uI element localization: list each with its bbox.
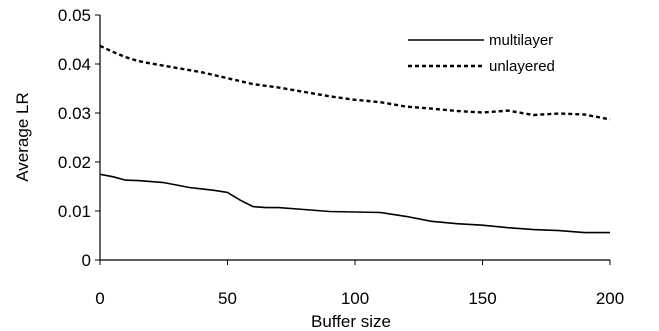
series-lines (99, 44, 611, 234)
x-tick-label: 200 (596, 289, 624, 308)
x-tick-label: 100 (341, 289, 369, 308)
axes (95, 14, 611, 265)
y-tick-label: 0.05 (58, 6, 91, 25)
y-tick-labels: 0 0.01 0.02 0.03 0.04 0.05 (58, 6, 91, 270)
legend-label-unlayered: unlayered (489, 58, 555, 75)
y-tick-label: 0.03 (58, 104, 91, 123)
legend-label-multilayer: multilayer (489, 32, 553, 49)
y-tick-label: 0.01 (58, 202, 91, 221)
y-tick-label: 0.02 (58, 153, 91, 172)
y-tick-label: 0 (82, 251, 91, 270)
x-tick-label: 50 (218, 289, 237, 308)
y-tick-label: 0.04 (58, 55, 91, 74)
series-line-multilayer (99, 173, 610, 234)
legend: multilayer unlayered (408, 32, 555, 75)
x-tick-label: 150 (468, 289, 496, 308)
series-line-unlayered (99, 44, 611, 121)
x-tick-labels: 0 50 100 150 200 (95, 289, 624, 308)
y-axis-title: Average LR (13, 92, 32, 181)
x-axis-title: Buffer size (311, 312, 391, 331)
x-tick-label: 0 (95, 289, 104, 308)
